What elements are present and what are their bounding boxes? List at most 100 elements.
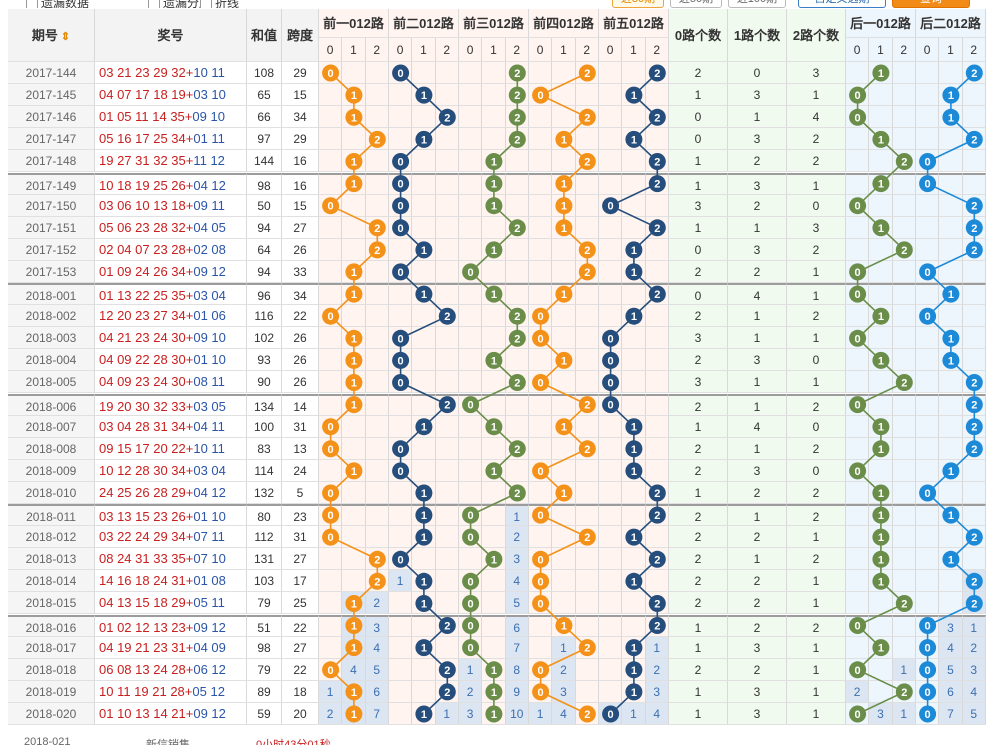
- trend-ball: 2: [965, 572, 983, 590]
- digit-header: 0: [846, 38, 870, 62]
- ball-digit: 2: [444, 621, 450, 633]
- checkbox-icon[interactable]: [148, 0, 160, 8]
- ball-digit: 2: [654, 68, 660, 80]
- draw-numbers: 05 06 23 28 32+04 05: [95, 216, 247, 239]
- trend-ball: 0: [919, 639, 937, 657]
- miss-cell: [435, 260, 459, 283]
- count-cell: 3: [728, 349, 787, 372]
- ball-digit: 1: [351, 643, 357, 655]
- option-miss-data[interactable]: 遗漏数据: [26, 0, 89, 8]
- option-polyline[interactable]: 折线: [200, 0, 239, 8]
- miss-cell: [575, 481, 599, 504]
- ball-digit: 1: [948, 333, 954, 345]
- trend-ball: 1: [555, 175, 573, 193]
- ball-digit: 2: [971, 68, 977, 80]
- ball-digit: 0: [925, 621, 931, 633]
- ball-digit: 2: [374, 223, 380, 235]
- trend-ball: 0: [322, 418, 340, 436]
- back-numbers: 09 10: [192, 109, 225, 125]
- back-numbers: 09 10: [193, 330, 226, 346]
- issue-cell: 2018-010: [8, 481, 95, 504]
- trend-ball: 0: [532, 595, 550, 612]
- option-miss-layer[interactable]: 遗漏分层: [148, 0, 211, 8]
- miss-cell: [412, 459, 436, 482]
- period-50-button[interactable]: 近50期: [670, 0, 722, 8]
- trend-ball: 1: [872, 639, 890, 657]
- ball-digit: 2: [971, 378, 977, 390]
- trend-ball: 2: [368, 241, 386, 259]
- query-button[interactable]: 查询: [892, 0, 970, 8]
- count-cell: 1: [728, 371, 787, 394]
- ball-digit: 0: [608, 378, 614, 390]
- ball-digit: 0: [538, 90, 544, 102]
- trend-ball: 0: [532, 550, 550, 568]
- sum-cell: 50: [247, 194, 282, 217]
- plus-sign: +: [185, 374, 194, 390]
- trend-ball: 0: [919, 263, 937, 281]
- count-cell: 2: [728, 260, 787, 283]
- ball-digit: 2: [514, 112, 520, 124]
- count-cell: 0: [669, 238, 728, 261]
- count-cell: 4: [728, 415, 787, 438]
- miss-cell: [622, 150, 646, 173]
- trend-ball: 1: [485, 550, 503, 568]
- miss-cell: [599, 128, 623, 151]
- miss-cell: [645, 437, 669, 460]
- trend-ball: 1: [485, 351, 503, 369]
- checkbox-icon[interactable]: [26, 0, 38, 8]
- trend-ball: 1: [345, 617, 363, 634]
- span-cell: 31: [282, 415, 319, 438]
- miss-cell: [412, 106, 436, 129]
- trend-ball: 1: [872, 130, 890, 148]
- ball-digit: 0: [398, 466, 404, 478]
- count-cell: 2: [669, 459, 728, 482]
- trend-ball: 1: [485, 197, 503, 215]
- miss-cell: [575, 349, 599, 372]
- ball-digit: 0: [328, 311, 334, 323]
- count-cell: 2: [728, 481, 787, 504]
- ball-digit: 0: [608, 355, 614, 367]
- ball-digit: 1: [561, 289, 567, 301]
- checkbox-icon[interactable]: [200, 0, 212, 8]
- trend-ball: 1: [345, 639, 363, 657]
- miss-cell: [365, 415, 389, 438]
- issue-header[interactable]: 期号 ⇕: [8, 9, 95, 62]
- miss-cell: [552, 305, 576, 328]
- custom-period-button[interactable]: 自定义选期: [798, 0, 886, 8]
- miss-cell: [846, 415, 870, 438]
- sort-icon[interactable]: ⇕: [57, 31, 71, 43]
- trend-ball: 1: [872, 550, 890, 568]
- miss-cell: [365, 437, 389, 460]
- miss-cell: [529, 216, 553, 239]
- miss-cell: [846, 481, 870, 504]
- miss-cell: [916, 62, 940, 85]
- ball-digit: 0: [538, 333, 544, 345]
- miss-cell: [892, 459, 916, 482]
- miss-cell: [892, 172, 916, 195]
- count-cell: 2: [669, 393, 728, 416]
- ball-digit: 1: [631, 466, 637, 478]
- trend-ball: 2: [965, 64, 983, 82]
- trend-ball: 1: [942, 462, 960, 480]
- issue-cell: 2018-001: [8, 283, 95, 306]
- draw-numbers: 04 09 23 24 30+08 11: [95, 371, 247, 394]
- miss-cell: [552, 106, 576, 129]
- miss-cell: [389, 305, 413, 328]
- ball-digit: 1: [631, 134, 637, 146]
- miss-cell: [892, 481, 916, 504]
- miss-cell: [389, 238, 413, 261]
- digit-header: 2: [962, 38, 986, 62]
- miss-cell: [846, 216, 870, 239]
- period-30-button[interactable]: 近30期: [612, 0, 664, 8]
- miss-cell: [869, 327, 893, 350]
- miss-cell: [389, 283, 413, 306]
- plus-sign: +: [185, 197, 194, 213]
- digit-header: 1: [412, 38, 436, 62]
- miss-cell: [435, 150, 459, 173]
- trend-ball: 1: [485, 175, 503, 193]
- miss-cell: [599, 283, 623, 306]
- period-100-button[interactable]: 近100期: [728, 0, 786, 8]
- ball-digit: 1: [948, 289, 954, 301]
- count-cell: 1: [787, 371, 846, 394]
- digit-header: 2: [645, 38, 669, 62]
